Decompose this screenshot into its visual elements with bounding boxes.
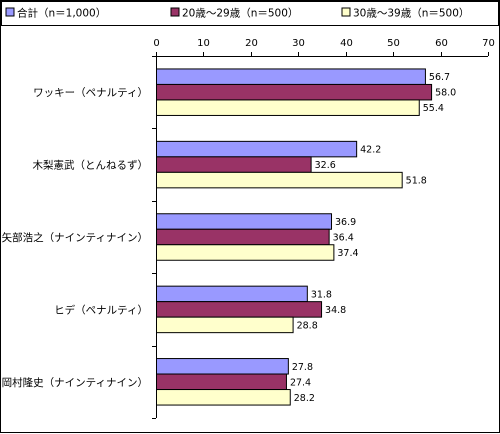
value-label-2-2: 37.4 — [337, 248, 358, 259]
bar-4-0 — [156, 358, 289, 375]
bar-4-2 — [156, 389, 291, 406]
bar-2-2 — [156, 244, 335, 261]
bar-2-1 — [156, 228, 330, 246]
legend-swatch-0 — [5, 7, 15, 17]
legend-item-0: 合計（n＝1,000） — [5, 7, 106, 20]
legend-label-2: 30歳～39歳（n＝500） — [353, 8, 469, 20]
x-tick-label-3: 30 — [292, 38, 305, 49]
legend: 合計（n＝1,000） 20歳～29歳（n＝500） 30歳～39歳（n＝500… — [1, 1, 499, 26]
category-axis: ワッキー（ペナルティ） 木梨憲武（とんねるず） 矢部浩之（ナインティナイン） ヒデ（ペ… — [2, 56, 157, 419]
bar-2-0 — [156, 213, 333, 230]
x-tick-label-5: 50 — [387, 38, 400, 49]
bar-0-1 — [156, 83, 433, 101]
bar-0-0 — [156, 68, 426, 85]
value-label-0-1: 58.0 — [435, 88, 456, 99]
value-label-2-0: 36.9 — [335, 217, 356, 228]
value-label-3-2: 28.8 — [297, 320, 318, 331]
value-label-0-2: 55.4 — [423, 103, 444, 114]
legend-swatch-2 — [341, 7, 351, 17]
category-label-3: ヒデ（ペナルティ） — [54, 303, 148, 316]
x-tick-label-6: 60 — [435, 38, 448, 49]
x-tick-label-0: 0 — [153, 38, 159, 49]
category-label-0: ワッキー（ペナルティ） — [33, 87, 148, 99]
x-tick-label-1: 10 — [197, 38, 210, 49]
legend-label-1: 20歳～29歳（n＝500） — [182, 8, 298, 20]
value-label-3-0: 31.8 — [311, 289, 332, 300]
bar-3-0 — [156, 285, 308, 303]
category-label-2: 矢部浩之（ナインティナイン） — [2, 231, 148, 244]
value-label-1-1: 32.6 — [315, 160, 336, 171]
x-tick-label-7: 70 — [482, 38, 495, 49]
bar-3-1 — [156, 301, 323, 318]
bar-1-1 — [156, 156, 312, 173]
bar-0-2 — [156, 99, 420, 116]
value-label-1-0: 42.2 — [360, 145, 381, 156]
x-axis: 0 10 20 30 40 50 60 70 — [153, 38, 495, 57]
data-labels: 56.7 58.0 55.4 42.2 32.6 51.8 36.9 36.4 37.4 31.8… — [290, 72, 456, 404]
value-label-4-0: 27.8 — [292, 362, 313, 373]
legend-swatch-1 — [170, 7, 180, 17]
legend-label-0: 合計（n＝1,000） — [17, 7, 106, 20]
legend-box — [1, 1, 499, 26]
category-label-4: 岡村隆史（ナインティナイン） — [2, 376, 148, 389]
x-tick-label-4: 40 — [340, 38, 353, 49]
value-label-4-2: 28.2 — [294, 393, 315, 404]
x-tick-label-2: 20 — [245, 38, 258, 49]
value-label-4-1: 27.4 — [290, 377, 311, 388]
category-label-1: 木梨憲武（とんねるず） — [33, 159, 149, 172]
bar-1-0 — [156, 140, 358, 158]
value-label-0-0: 56.7 — [429, 72, 450, 83]
value-label-2-1: 36.4 — [333, 233, 354, 244]
bar-3-2 — [156, 316, 294, 334]
bars — [156, 68, 433, 406]
legend-item-1: 20歳～29歳（n＝500） — [170, 7, 298, 20]
bar-4-1 — [156, 373, 287, 391]
value-label-3-1: 34.8 — [325, 305, 346, 316]
bar-1-2 — [156, 171, 403, 189]
value-label-1-2: 51.8 — [406, 176, 427, 187]
legend-item-2: 30歳～39歳（n＝500） — [341, 7, 469, 20]
